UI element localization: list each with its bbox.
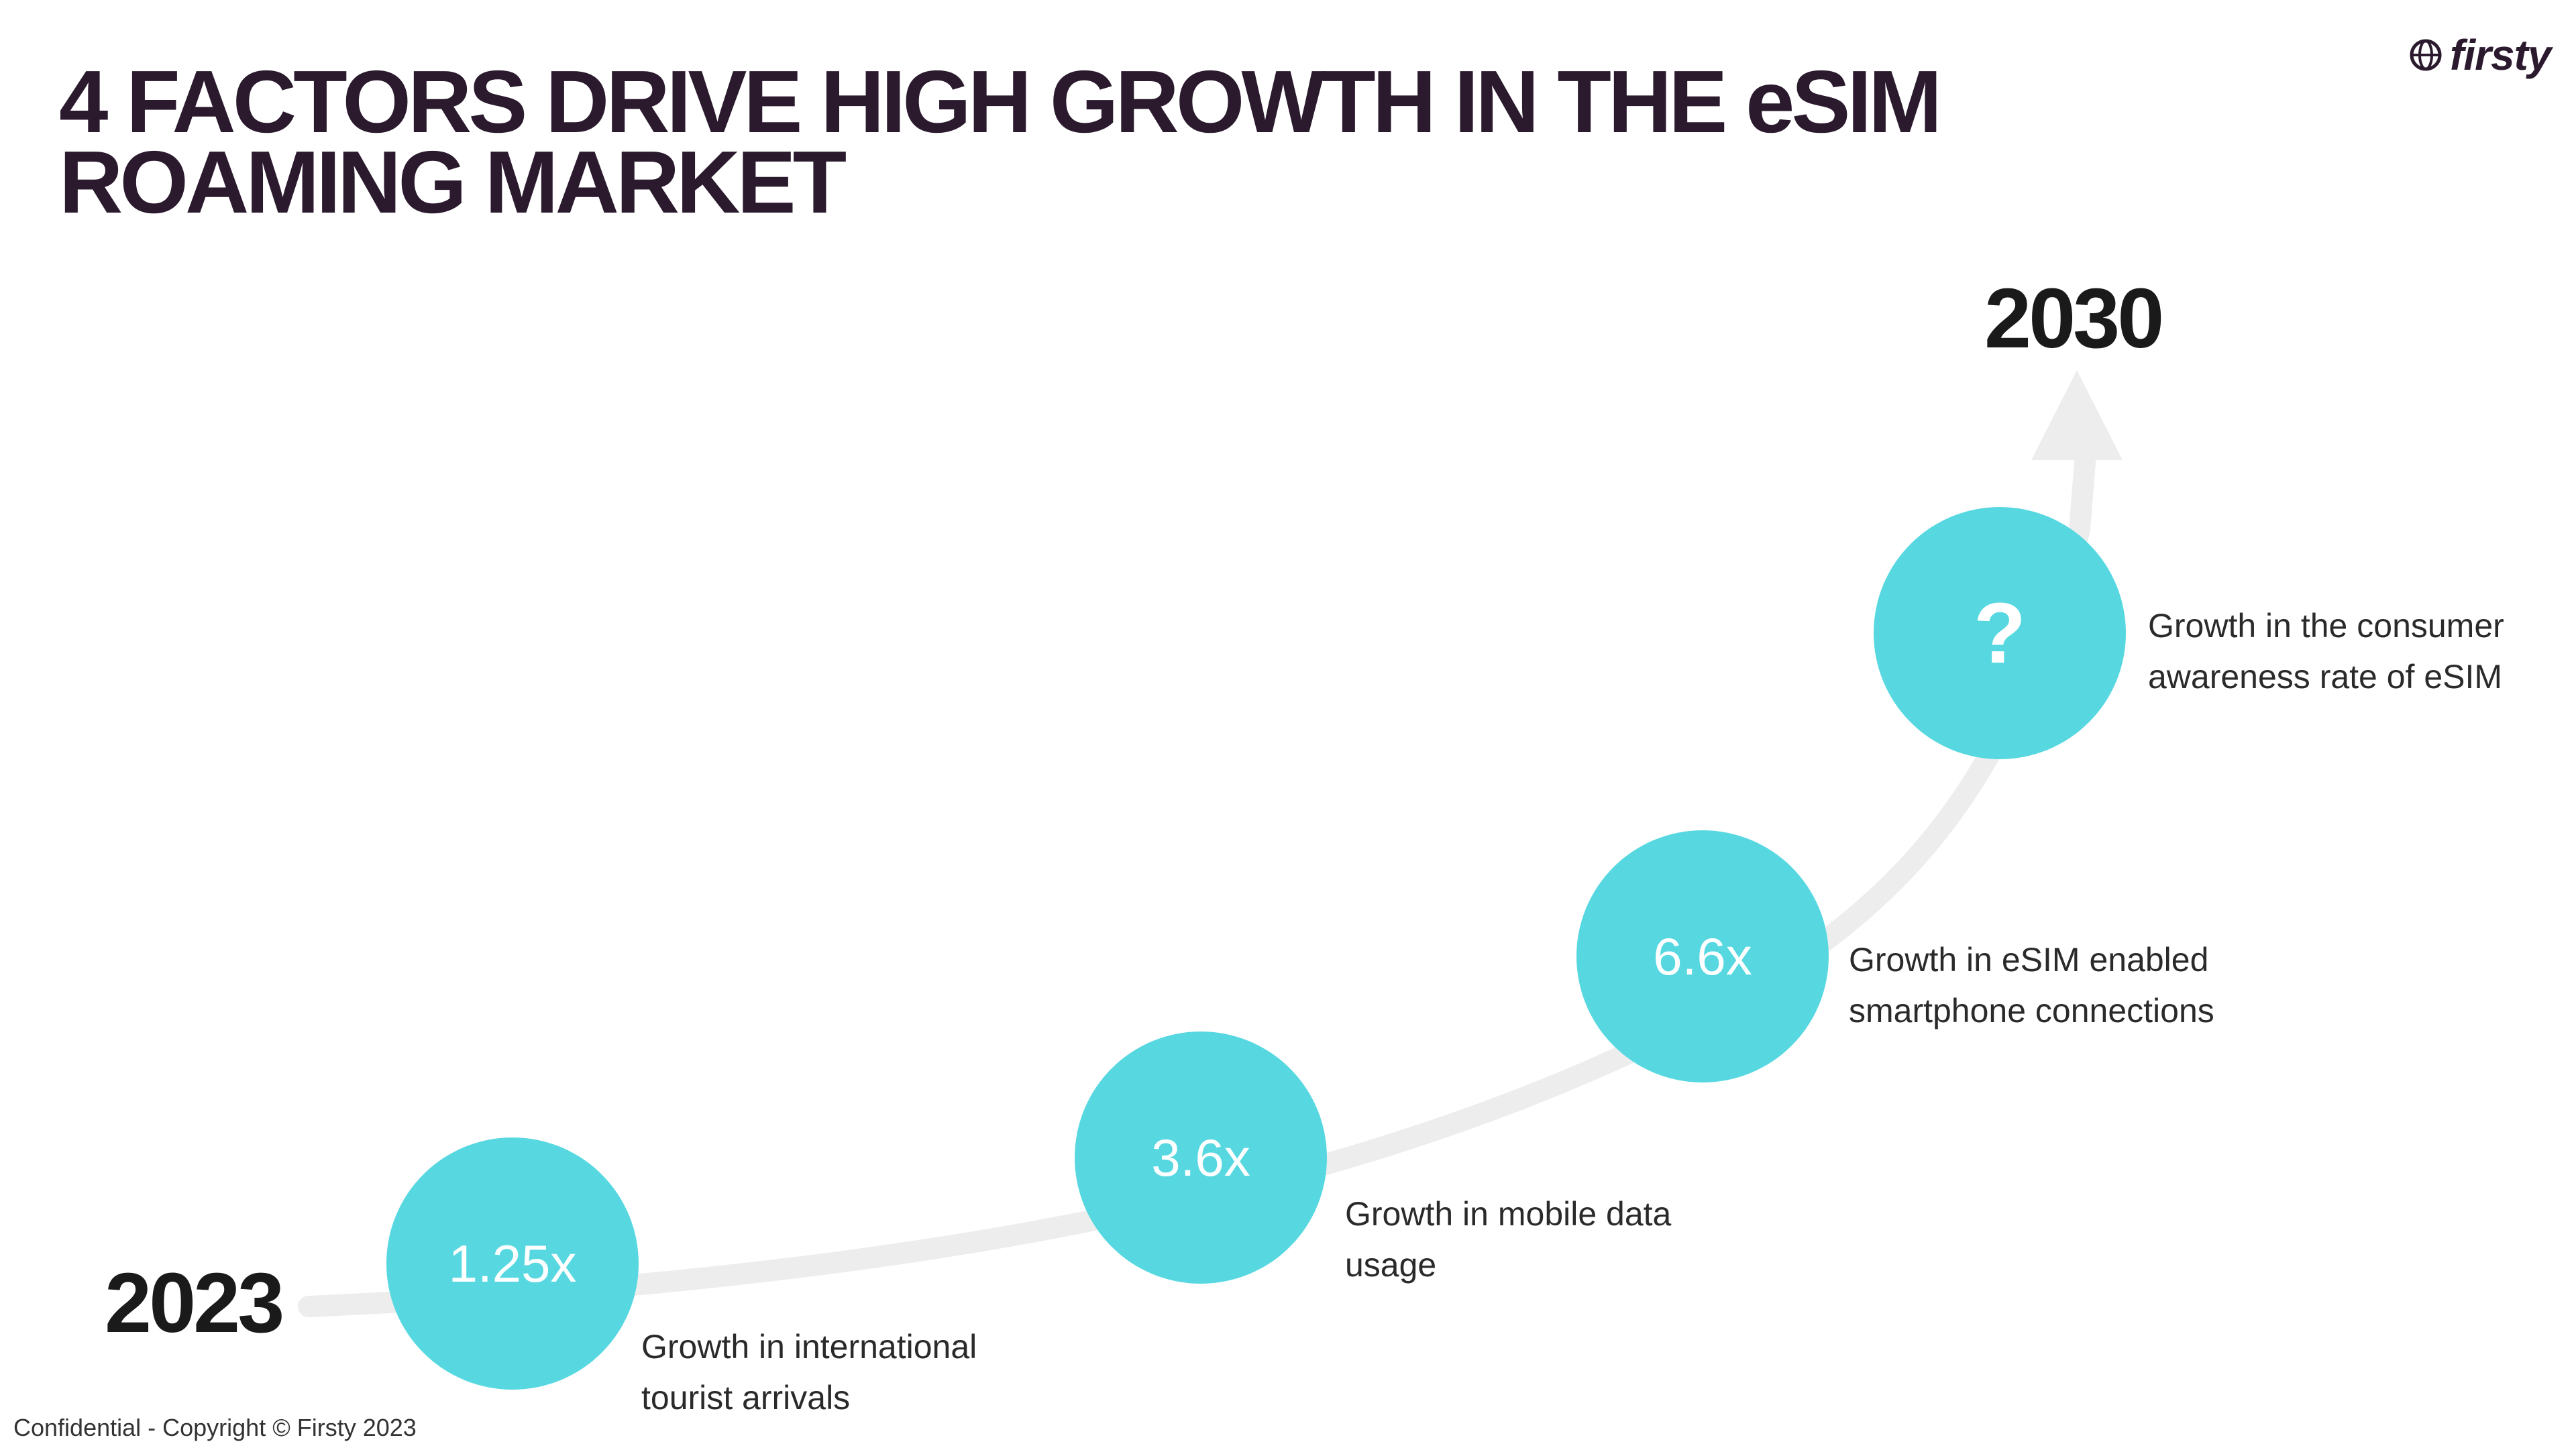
slide-title-line-2: ROAMING MARKET (59, 133, 847, 231)
factor-circle-4: ? (1874, 507, 2126, 759)
factor-value-1: 1.25x (448, 1233, 577, 1293)
factor-label-2: Growth in mobile data usage (1345, 1188, 1761, 1290)
start-year-label: 2023 (105, 1256, 284, 1350)
factor-label-1-line-1: Growth in international (641, 1328, 977, 1365)
factor-circle-3: 6.6x (1576, 830, 1829, 1082)
factor-label-4: Growth in the consumer awareness rate of… (2148, 600, 2564, 702)
brand-name: firsty (2450, 31, 2551, 79)
factor-label-1: Growth in international tourist arrivals (641, 1321, 1057, 1423)
factor-circle-2: 3.6x (1075, 1031, 1327, 1284)
factor-label-3: Growth in eSIM enabled smartphone connec… (1849, 934, 2318, 1036)
growth-arrow-head (2031, 370, 2123, 460)
factor-label-1-line-2: tourist arrivals (641, 1379, 851, 1416)
factor-label-4-line-1: Growth in the consumer (2148, 607, 2504, 645)
factor-circle-1: 1.25x (386, 1137, 639, 1390)
factor-value-3: 6.6x (1653, 926, 1752, 986)
slide-title: 4 FACTORS DRIVE HIGH GROWTH IN THE eSIM … (59, 52, 2172, 231)
factor-value-2: 3.6x (1151, 1127, 1250, 1187)
factor-label-2-line-1: Growth in mobile data (1345, 1195, 1672, 1233)
end-year-label: 2030 (1984, 271, 2164, 366)
slide-title-line-1: 4 FACTORS DRIVE HIGH GROWTH IN THE eSIM (59, 52, 1942, 151)
factor-label-4-line-2: awareness rate of eSIM (2148, 658, 2503, 695)
factor-label-3-line-1: Growth in eSIM enabled (1849, 941, 2209, 979)
factor-value-4: ? (1973, 585, 2027, 681)
factor-label-2-line-2: usage (1345, 1246, 1437, 1284)
factor-label-3-line-2: smartphone connections (1849, 992, 2214, 1029)
brand-logo: firsty (2408, 28, 2551, 82)
globe-icon (2410, 39, 2442, 71)
growth-curve (298, 452, 2096, 1317)
copyright-footer: Confidential - Copyright © Firsty 2023 (13, 1414, 417, 1441)
